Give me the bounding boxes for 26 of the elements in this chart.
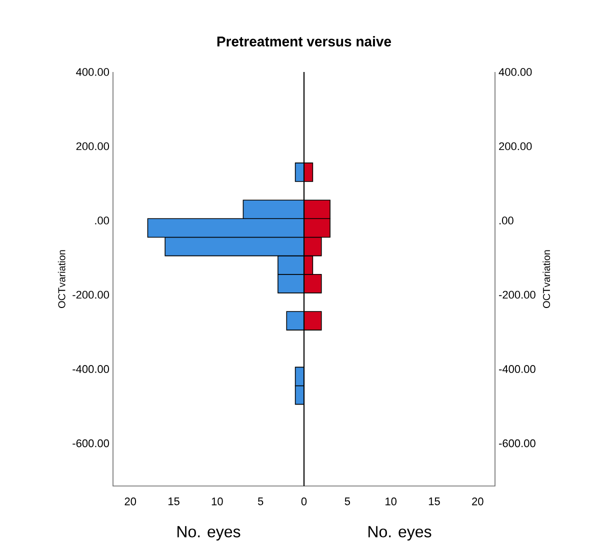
chart-title: Pretreatment versus naive <box>217 36 392 46</box>
y-tick-label: -600.00 <box>499 439 536 448</box>
y-axis-title: OCTvariation <box>58 250 66 308</box>
x-tick-label: 10 <box>386 498 396 506</box>
y-tick-label: -200.00 <box>72 290 110 299</box>
x-tick-label: 20 <box>124 498 136 506</box>
x-tick-label: 5 <box>258 498 264 506</box>
y-tick-label: 200.00 <box>499 142 532 150</box>
x-tick-label: 15 <box>168 498 180 506</box>
y-tick-label: .00 <box>500 216 514 224</box>
x-axis-title: No. eyes <box>178 526 240 541</box>
y-tick-label: 400.00 <box>76 68 110 76</box>
x-tick-label: 15 <box>428 498 440 506</box>
y-tick-label: 400.00 <box>498 68 532 76</box>
y-tick-label: -200.00 <box>499 290 536 299</box>
x-tick-label: 20 <box>472 498 484 506</box>
y-tick-label: 200.00 <box>76 142 110 150</box>
x-tick-label: 5 <box>344 498 350 506</box>
y-tick-label: -600.00 <box>72 439 110 448</box>
y-tick-label: -400.00 <box>72 365 110 373</box>
y-axis-title: OCTvariation <box>542 250 550 308</box>
x-tick-label: 10 <box>212 498 223 506</box>
x-tick-label: 0 <box>301 498 307 506</box>
y-tick-label: .00 <box>95 216 110 224</box>
y-tick-label: -400.00 <box>499 365 536 373</box>
x-axis-title: No. eyes <box>368 526 432 541</box>
